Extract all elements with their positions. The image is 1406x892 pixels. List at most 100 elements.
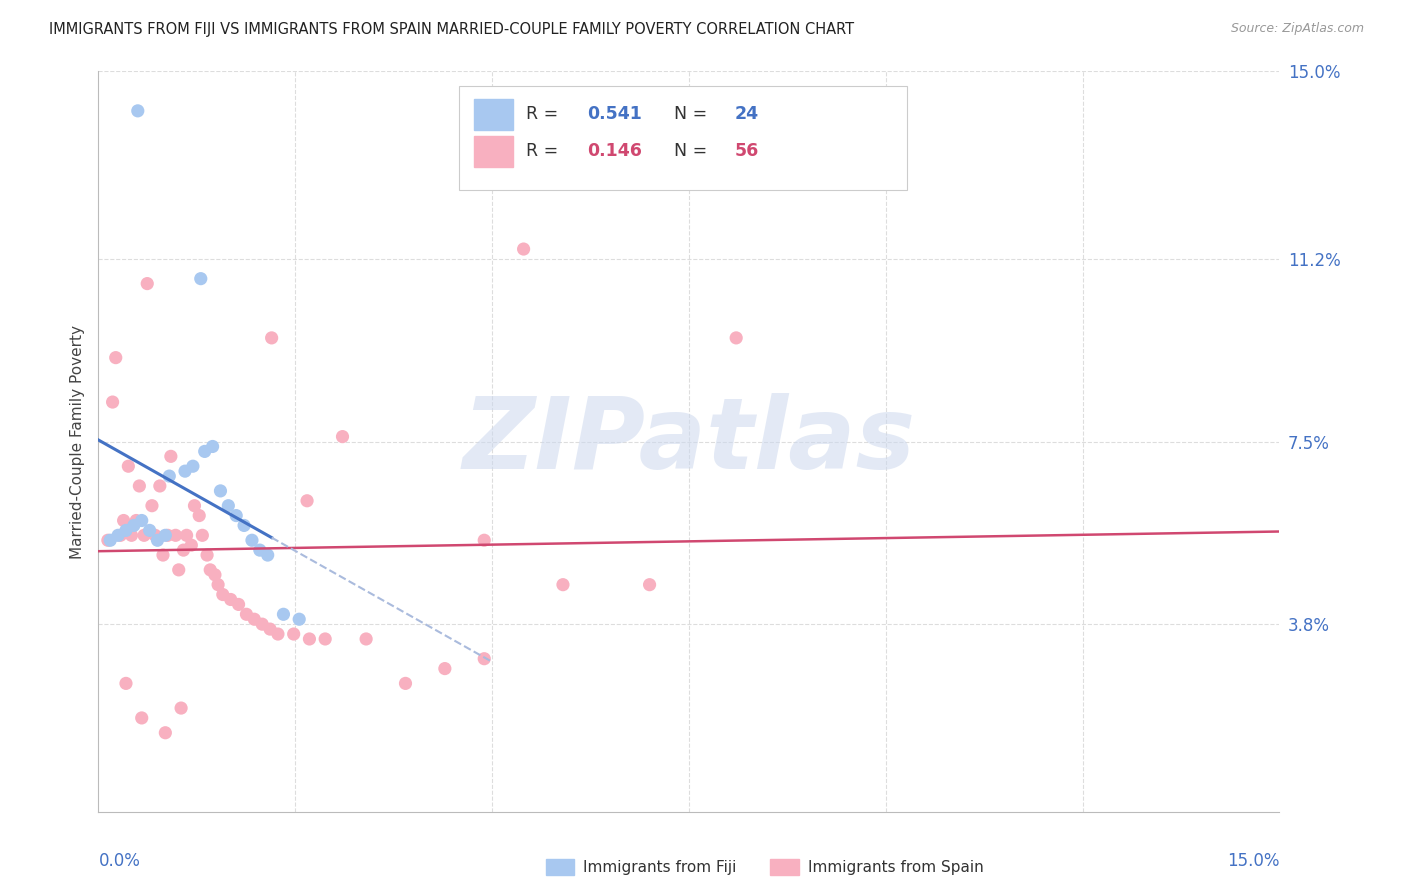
Point bbox=[249, 543, 271, 558]
Point bbox=[267, 627, 290, 641]
Point bbox=[107, 528, 129, 542]
Text: 0.0%: 0.0% bbox=[98, 853, 141, 871]
Point bbox=[243, 612, 266, 626]
Point bbox=[128, 479, 150, 493]
Point bbox=[259, 622, 281, 636]
Text: R =: R = bbox=[526, 143, 564, 161]
Point bbox=[115, 524, 138, 538]
Point bbox=[188, 508, 211, 523]
FancyBboxPatch shape bbox=[458, 87, 907, 190]
Point bbox=[638, 577, 661, 591]
Point bbox=[233, 518, 256, 533]
Point bbox=[314, 632, 336, 646]
Point bbox=[167, 563, 190, 577]
Point bbox=[155, 528, 177, 542]
Point bbox=[180, 538, 202, 552]
Point bbox=[260, 331, 283, 345]
Point bbox=[201, 440, 224, 454]
Point bbox=[143, 528, 166, 542]
Point bbox=[240, 533, 263, 548]
Point bbox=[152, 548, 174, 562]
Point bbox=[472, 651, 495, 665]
Point bbox=[160, 450, 183, 464]
Point bbox=[295, 493, 318, 508]
Point bbox=[117, 459, 139, 474]
Text: 0.541: 0.541 bbox=[588, 105, 643, 123]
Point bbox=[112, 514, 135, 528]
Point bbox=[225, 508, 247, 523]
Point bbox=[131, 711, 153, 725]
Point bbox=[155, 725, 177, 739]
Point bbox=[288, 612, 311, 626]
Point bbox=[97, 533, 120, 548]
Point bbox=[146, 533, 169, 548]
Point bbox=[165, 528, 187, 542]
Point bbox=[104, 351, 127, 365]
Point bbox=[228, 598, 250, 612]
Text: 56: 56 bbox=[735, 143, 759, 161]
Point bbox=[725, 331, 748, 345]
Point bbox=[194, 444, 217, 458]
Text: Source: ZipAtlas.com: Source: ZipAtlas.com bbox=[1230, 22, 1364, 36]
Point bbox=[250, 617, 273, 632]
Bar bbox=[474, 99, 513, 130]
Point bbox=[125, 514, 148, 528]
Point bbox=[217, 499, 239, 513]
Bar bbox=[546, 859, 574, 875]
Point bbox=[131, 514, 153, 528]
Point bbox=[512, 242, 534, 256]
Point bbox=[354, 632, 377, 646]
Point bbox=[141, 499, 163, 513]
Point bbox=[283, 627, 305, 641]
Point bbox=[219, 592, 242, 607]
Text: N =: N = bbox=[673, 105, 713, 123]
Point bbox=[127, 103, 149, 118]
Point bbox=[191, 528, 214, 542]
Point bbox=[174, 464, 197, 478]
Point bbox=[209, 483, 232, 498]
Text: R =: R = bbox=[526, 105, 564, 123]
Point bbox=[256, 548, 278, 562]
Point bbox=[136, 277, 159, 291]
Point bbox=[207, 577, 229, 591]
Point bbox=[472, 533, 495, 548]
Point bbox=[156, 528, 179, 542]
Point bbox=[235, 607, 257, 622]
Point bbox=[211, 588, 233, 602]
Point bbox=[200, 563, 222, 577]
Point bbox=[190, 271, 212, 285]
Point bbox=[394, 676, 416, 690]
Point bbox=[115, 676, 138, 690]
Text: Immigrants from Fiji: Immigrants from Fiji bbox=[583, 860, 737, 874]
Point bbox=[138, 524, 160, 538]
Point bbox=[433, 662, 456, 676]
Point bbox=[122, 518, 145, 533]
Point bbox=[101, 395, 124, 409]
Point bbox=[183, 499, 205, 513]
Text: 24: 24 bbox=[735, 105, 759, 123]
Y-axis label: Married-Couple Family Poverty: Married-Couple Family Poverty bbox=[69, 325, 84, 558]
Point bbox=[98, 533, 121, 548]
Point bbox=[176, 528, 198, 542]
Text: IMMIGRANTS FROM FIJI VS IMMIGRANTS FROM SPAIN MARRIED-COUPLE FAMILY POVERTY CORR: IMMIGRANTS FROM FIJI VS IMMIGRANTS FROM … bbox=[49, 22, 855, 37]
Bar bbox=[474, 136, 513, 167]
Point bbox=[172, 543, 194, 558]
Point bbox=[132, 528, 155, 542]
Text: 15.0%: 15.0% bbox=[1227, 853, 1279, 871]
Point bbox=[195, 548, 218, 562]
Text: 0.146: 0.146 bbox=[588, 143, 643, 161]
Point bbox=[157, 469, 180, 483]
Bar bbox=[770, 859, 799, 875]
Point bbox=[110, 528, 132, 542]
Point bbox=[551, 577, 574, 591]
Point bbox=[181, 459, 204, 474]
Text: N =: N = bbox=[673, 143, 713, 161]
Point bbox=[121, 528, 143, 542]
Text: ZIPatlas: ZIPatlas bbox=[463, 393, 915, 490]
Point bbox=[332, 429, 354, 443]
Text: Immigrants from Spain: Immigrants from Spain bbox=[808, 860, 984, 874]
Point bbox=[149, 479, 172, 493]
Point bbox=[273, 607, 295, 622]
Point bbox=[298, 632, 321, 646]
Point bbox=[204, 567, 226, 582]
